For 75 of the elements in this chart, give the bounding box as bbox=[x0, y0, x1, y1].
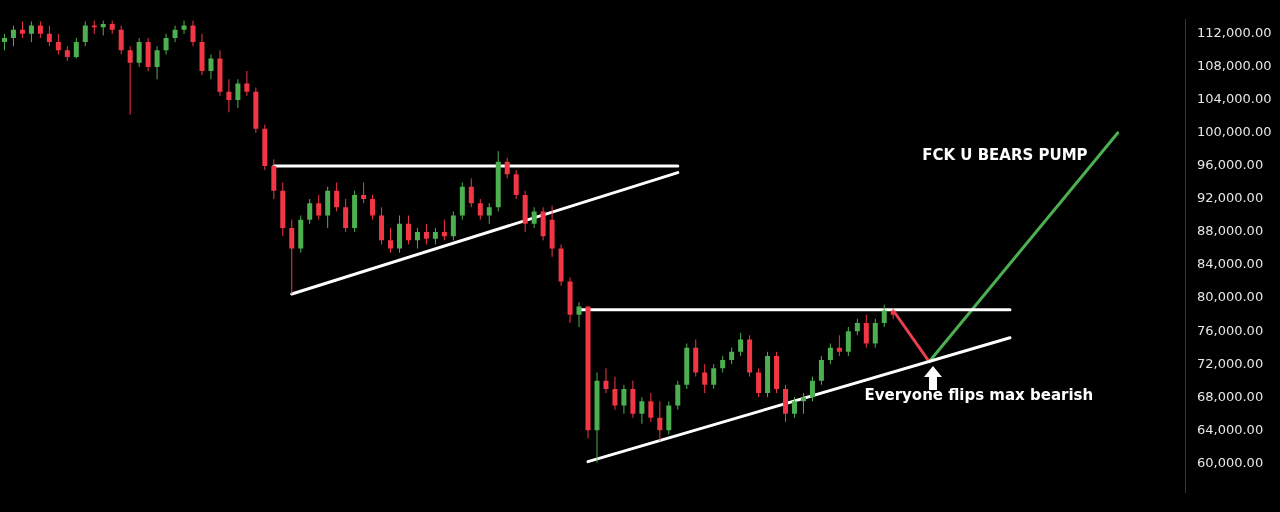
candlestick bbox=[809, 376, 815, 402]
candlestick bbox=[450, 210, 456, 241]
candlestick bbox=[388, 227, 394, 254]
candlestick bbox=[244, 70, 250, 97]
candlestick bbox=[46, 25, 52, 47]
candlestick bbox=[756, 367, 762, 398]
candlestick bbox=[423, 223, 429, 245]
candlestick bbox=[818, 355, 824, 386]
y-tick-label: 108,000.00 bbox=[1197, 58, 1272, 74]
candlestick bbox=[845, 326, 851, 357]
candlestick bbox=[10, 25, 16, 47]
candlestick bbox=[226, 78, 232, 113]
y-tick-label: 64,000.00 bbox=[1197, 421, 1264, 437]
candlestick bbox=[334, 182, 340, 212]
candlestick bbox=[28, 20, 34, 43]
candlestick bbox=[468, 177, 474, 208]
candlestick bbox=[405, 215, 411, 245]
y-tick-label: 112,000.00 bbox=[1197, 25, 1272, 41]
candlestick bbox=[863, 314, 869, 349]
candlestick bbox=[621, 384, 627, 415]
candlestick bbox=[836, 334, 842, 357]
candlestick bbox=[55, 33, 61, 55]
candlestick bbox=[172, 25, 178, 43]
y-tick-label: 68,000.00 bbox=[1197, 388, 1264, 404]
candlestick bbox=[486, 202, 492, 225]
candlestick bbox=[827, 343, 833, 365]
candlestick bbox=[127, 45, 133, 116]
candlestick bbox=[504, 157, 510, 179]
candlestick bbox=[361, 182, 367, 204]
candlestick bbox=[800, 392, 806, 415]
candlestick bbox=[612, 376, 618, 411]
candlestick bbox=[738, 332, 744, 357]
candlestick bbox=[370, 194, 376, 221]
candlestick bbox=[154, 45, 160, 80]
candlestick bbox=[675, 380, 681, 411]
candlestick bbox=[414, 227, 420, 250]
candlestick bbox=[82, 20, 88, 47]
candlestick bbox=[190, 20, 196, 47]
annotation: Everyone flips max bearish bbox=[864, 386, 1094, 405]
candlestick bbox=[576, 301, 582, 328]
y-tick-label: 80,000.00 bbox=[1197, 289, 1264, 305]
candlestick bbox=[657, 400, 663, 442]
candlestick bbox=[441, 219, 447, 241]
y-tick-label: 104,000.00 bbox=[1197, 91, 1272, 107]
candlestick bbox=[307, 198, 313, 225]
candlestick bbox=[477, 198, 483, 221]
candlestick bbox=[702, 363, 708, 394]
candlestick bbox=[872, 318, 878, 349]
candlestick bbox=[208, 53, 214, 80]
candlestick bbox=[163, 33, 169, 55]
candlestick bbox=[881, 304, 887, 328]
y-tick-label: 72,000.00 bbox=[1197, 355, 1264, 371]
candlestick bbox=[181, 20, 187, 35]
candlestick bbox=[235, 78, 241, 109]
candlestick bbox=[711, 363, 717, 390]
y-tick-label: 92,000.00 bbox=[1197, 190, 1264, 206]
candlestick bbox=[73, 37, 79, 60]
candlestick bbox=[639, 396, 645, 425]
y-tick-label: 96,000.00 bbox=[1197, 157, 1264, 173]
candlestick bbox=[513, 169, 519, 200]
candlestick bbox=[531, 206, 537, 229]
annotation: FCK U BEARS PUMP bbox=[922, 146, 1088, 165]
candlestick bbox=[648, 392, 654, 423]
y-tick-label: 76,000.00 bbox=[1197, 322, 1264, 338]
candlestick bbox=[343, 198, 349, 233]
candlestick bbox=[791, 396, 797, 419]
candlestick bbox=[136, 37, 142, 68]
y-tick-label: 88,000.00 bbox=[1197, 223, 1264, 239]
y-tick-label: 84,000.00 bbox=[1197, 256, 1264, 272]
candlestick bbox=[603, 367, 609, 394]
y-tick-label: 60,000.00 bbox=[1197, 454, 1264, 470]
candlestick bbox=[316, 194, 322, 221]
y-tick-label: 100,000.00 bbox=[1197, 124, 1272, 140]
candlestick bbox=[289, 219, 295, 295]
candlestick bbox=[118, 25, 124, 55]
